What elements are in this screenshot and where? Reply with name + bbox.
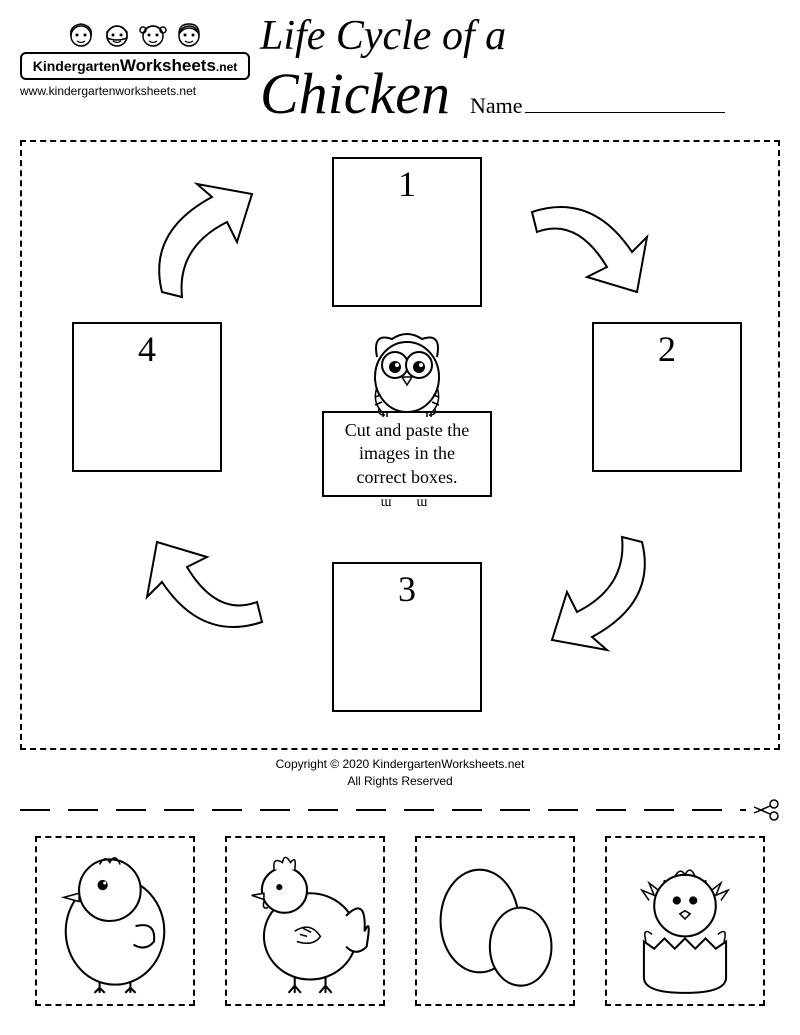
worksheet-header: KindergartenWorksheets.net www.kindergar… <box>0 0 800 140</box>
logo-text-3: .net <box>216 60 237 74</box>
cycle-box-4[interactable]: 4 <box>72 322 222 472</box>
site-url: www.kindergartenworksheets.net <box>20 84 250 98</box>
cutout-chick[interactable] <box>35 836 195 1006</box>
cycle-arrow-icon <box>142 522 272 652</box>
name-blank-line[interactable] <box>525 112 725 113</box>
box-number: 2 <box>658 329 676 369</box>
cycle-box-3[interactable]: 3 <box>332 562 482 712</box>
cutout-eggs[interactable] <box>415 836 575 1006</box>
box-number: 4 <box>138 329 156 369</box>
owl-feet-icon: ɯ ɯ <box>322 495 492 511</box>
title-line-2: Chicken <box>260 60 450 127</box>
logo-kids-icons <box>20 18 250 50</box>
cycle-arrow-icon <box>532 522 662 652</box>
eggs-icon <box>423 844 567 998</box>
kid-face-icon <box>173 18 205 50</box>
life-cycle-diagram: 1 2 3 4 Cut and paste the images i <box>20 140 780 750</box>
hen-icon <box>233 844 377 998</box>
kid-face-icon <box>101 18 133 50</box>
cutout-hatching[interactable] <box>605 836 765 1006</box>
site-logo: KindergartenWorksheets.net www.kindergar… <box>20 18 250 98</box>
logo-text-1: Kindergarten <box>33 58 120 74</box>
box-number: 3 <box>398 569 416 609</box>
cycle-arrow-icon <box>142 182 272 312</box>
kid-face-icon <box>137 18 169 50</box>
kid-face-icon <box>65 18 97 50</box>
cycle-arrow-icon <box>522 182 652 312</box>
box-number: 1 <box>398 164 416 204</box>
worksheet-title: Life Cycle of a Chicken Name <box>260 12 725 127</box>
scissors-icon <box>752 799 780 821</box>
title-line-1: Life Cycle of a <box>260 12 725 60</box>
logo-text-2: Worksheets <box>120 56 216 75</box>
instruction-sign: Cut and paste the images in the correct … <box>322 411 492 497</box>
chick-icon <box>43 844 187 998</box>
cutout-images-row <box>0 826 800 1006</box>
cut-line <box>20 800 780 820</box>
name-label: Name <box>470 93 725 119</box>
owl-icon <box>357 327 457 417</box>
instruction-owl: Cut and paste the images in the correct … <box>322 327 492 511</box>
cutout-hen[interactable] <box>225 836 385 1006</box>
cycle-box-1[interactable]: 1 <box>332 157 482 307</box>
copyright-notice: Copyright © 2020 KindergartenWorksheets.… <box>0 756 800 790</box>
logo-banner: KindergartenWorksheets.net <box>20 52 250 80</box>
dash-line <box>20 809 746 811</box>
copyright-line-1: Copyright © 2020 KindergartenWorksheets.… <box>0 756 800 773</box>
hatching-chick-icon <box>613 844 757 998</box>
cycle-box-2[interactable]: 2 <box>592 322 742 472</box>
copyright-line-2: All Rights Reserved <box>0 773 800 790</box>
